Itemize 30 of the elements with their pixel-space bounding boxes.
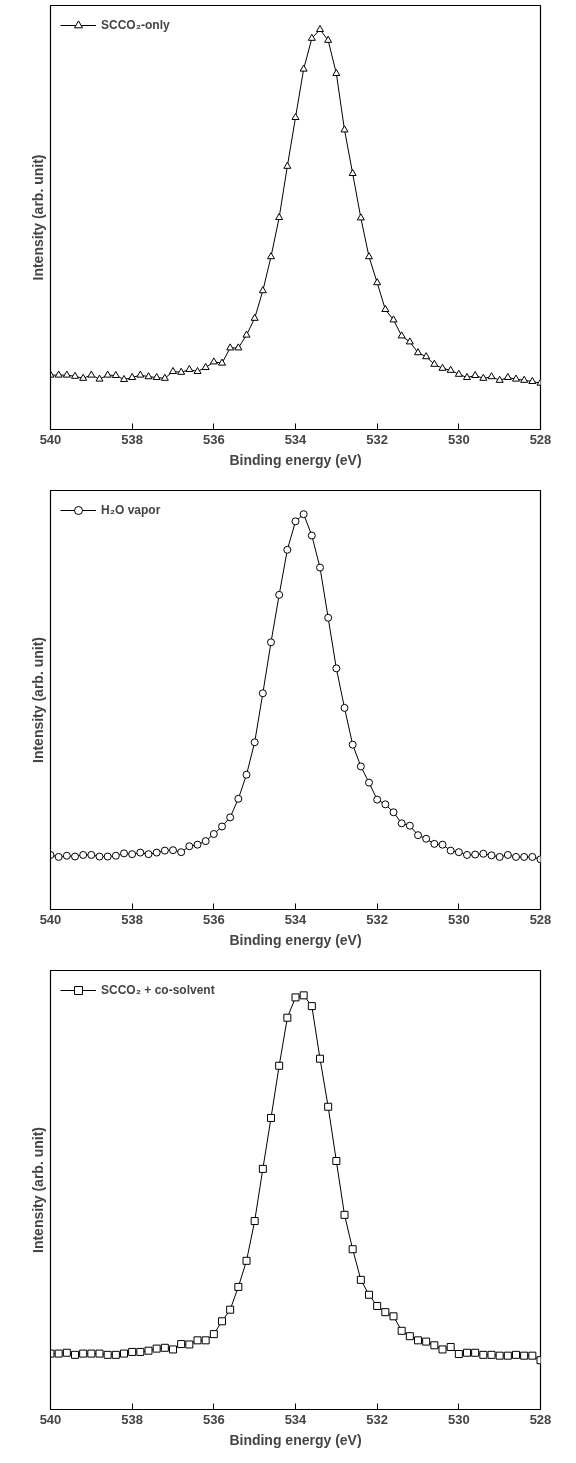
x-tick-label: 530 — [447, 911, 470, 927]
x-tick-label: 540 — [39, 911, 62, 927]
x-tick-label: 532 — [366, 911, 389, 927]
x-tick-label: 538 — [121, 1411, 144, 1427]
x-tick-label: 530 — [447, 431, 470, 447]
x-tick-label: 528 — [529, 431, 552, 447]
x-axis-title: Binding energy (eV) — [229, 451, 362, 468]
x-tick-label: 540 — [39, 1411, 62, 1427]
x-tick-label: 528 — [529, 1411, 552, 1427]
x-tick-label: 532 — [366, 1411, 389, 1427]
x-tick-label: 538 — [121, 431, 144, 447]
legend-label: SCCO₂-only — [101, 18, 170, 32]
x-tick-label: 540 — [39, 431, 62, 447]
x-tick-label: 536 — [202, 911, 225, 927]
legend-label: SCCO₂ + co-solvent — [101, 983, 215, 997]
y-axis-title: Intensity (arb. unit) — [29, 154, 46, 281]
x-tick-label: 536 — [202, 1411, 225, 1427]
x-tick-label: 538 — [121, 911, 144, 927]
y-axis-title: Intensity (arb. unit) — [29, 1127, 46, 1253]
legend-label: H₂O vapor — [101, 503, 161, 517]
x-tick-label: 532 — [366, 431, 389, 447]
x-tick-label: 534 — [284, 1411, 308, 1427]
y-axis-title: Intensity (arb. unit) — [29, 637, 46, 763]
x-axis-title: Binding energy (eV) — [229, 931, 362, 948]
x-tick-label: 534 — [284, 911, 308, 927]
x-axis-title: Binding energy (eV) — [229, 1431, 362, 1448]
x-tick-label: 536 — [202, 431, 225, 447]
x-tick-label: 528 — [529, 911, 552, 927]
x-tick-label: 534 — [284, 431, 308, 447]
x-tick-label: 530 — [447, 1411, 470, 1427]
